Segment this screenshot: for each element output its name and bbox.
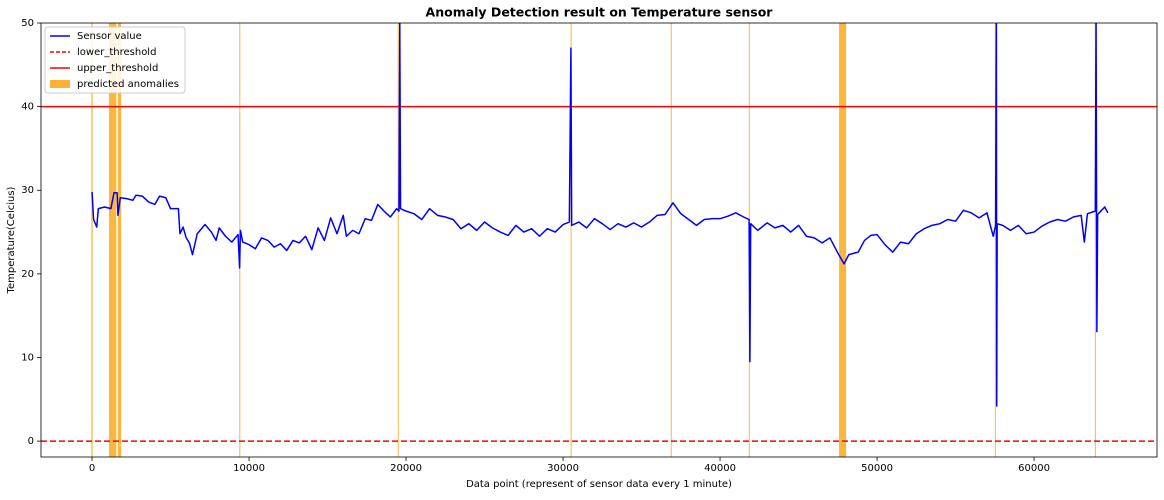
- anomaly-span: [670, 23, 672, 457]
- y-tick-label: 50: [21, 18, 34, 29]
- x-tick-label: 60000: [1018, 463, 1050, 474]
- y-axis-label: Temperature(Celcius): [6, 186, 17, 294]
- chart-title: Anomaly Detection result on Temperature …: [426, 5, 774, 20]
- y-tick-label: 20: [21, 269, 34, 280]
- legend-label: upper_threshold: [77, 63, 158, 74]
- legend-swatch: [50, 80, 70, 88]
- axes-frame: [40, 22, 1158, 458]
- legend-label: predicted anomalies: [77, 79, 179, 90]
- anomaly-span: [397, 23, 399, 457]
- x-tick-label: 30000: [547, 463, 579, 474]
- anomaly-span: [91, 23, 93, 457]
- y-tick-label: 30: [21, 185, 34, 196]
- anomaly-span: [839, 23, 847, 457]
- x-tick-label: 20000: [390, 463, 422, 474]
- y-tick-label: 10: [21, 352, 34, 363]
- anomaly-span: [1094, 23, 1096, 457]
- y-tick-label: 40: [21, 102, 34, 113]
- legend-box: [44, 26, 186, 94]
- plot-area: [41, 23, 1157, 457]
- y-tick-label: 0: [28, 436, 34, 447]
- x-axis-label: Data point (represent of sensor data eve…: [466, 479, 732, 490]
- x-tick-label: 40000: [704, 463, 736, 474]
- anomaly-span: [994, 23, 996, 457]
- legend: Sensor value lower_threshold upper_thresho…: [44, 26, 186, 94]
- x-tick-label: 0: [89, 463, 95, 474]
- x-tick-label: 50000: [861, 463, 893, 474]
- anomaly-span: [108, 23, 117, 457]
- legend-label: lower_threshold: [77, 47, 156, 58]
- legend-label: Sensor value: [77, 31, 142, 42]
- x-tick-label: 10000: [233, 463, 265, 474]
- sensor-line: [91, 23, 1109, 407]
- anomaly-span: [117, 23, 122, 457]
- anomaly-span: [570, 23, 572, 457]
